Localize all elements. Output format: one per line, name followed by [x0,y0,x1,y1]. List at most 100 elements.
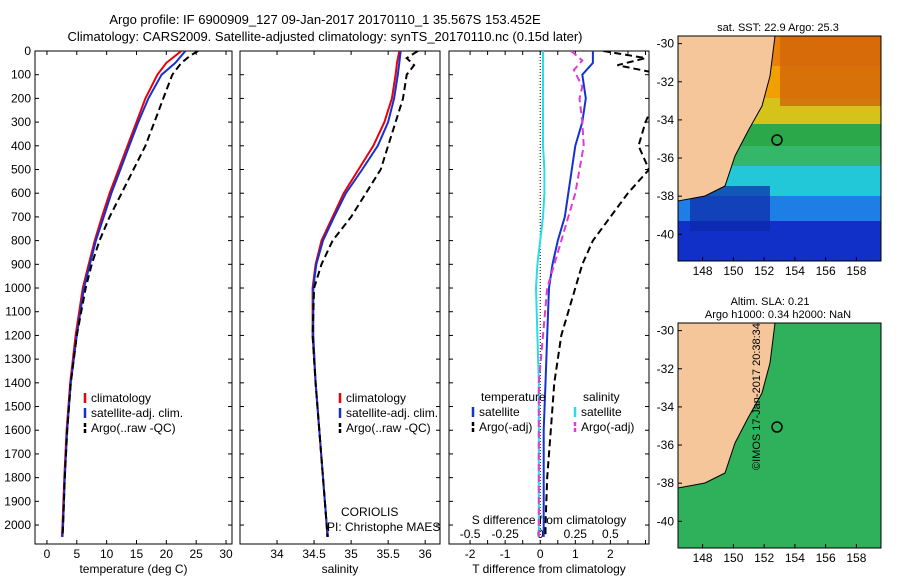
depth-tick-label: 0 [24,44,31,58]
depth-tick-label: 1000 [4,281,31,295]
depth-tick-label: 1900 [4,494,31,508]
series-line-temperature [61,51,199,537]
map-y-tick-label: -32 [657,75,675,89]
depth-tick-label: 1200 [4,328,31,342]
series-line-temperature [61,51,187,537]
x-tick-label: 0 [537,547,544,561]
depth-tick-label: 1700 [4,447,31,461]
x-tick-label: 34 [270,547,284,561]
s-tick-label: 0.25 [564,527,588,541]
map-x-tick-label: 158 [846,551,866,565]
map-frame [677,35,882,262]
x-tick-label: 34.5 [302,547,326,561]
map-x-tick-label: 148 [693,264,713,278]
x-axis-label: temperature (deg C) [79,562,187,576]
map-title: Argo h1000: 0.34 h2000: NaN [705,309,851,321]
series-line-salinity [312,51,402,538]
x-axis-label: T difference from climatology [472,562,626,576]
depth-tick-label: 1300 [4,352,31,366]
difference-legend-title: temperature [481,390,546,404]
x-tick-label: 25 [190,547,204,561]
series-line-difference [544,51,649,537]
s-tick-label: 0 [537,527,544,541]
series-line-difference [542,51,594,537]
depth-tick-label: 1100 [5,305,31,319]
x-tick-label: 35.5 [376,547,400,561]
sla-map [677,322,882,549]
difference-temp-legend-label: satellite [479,405,520,419]
temperature-legend-label: climatology [91,391,151,405]
map-y-tick-label: -30 [657,324,675,338]
map-y-tick-label: -36 [657,151,675,165]
s-tick-label: -0.25 [491,527,519,541]
map-x-tick-label: 148 [693,551,713,565]
map-y-tick-label: -40 [657,514,675,528]
x-tick-label: 15 [130,547,144,561]
land-mass [678,323,776,489]
x-tick-label: 2 [607,547,614,561]
x-tick-label: 5 [73,547,80,561]
depth-tick-label: 200 [11,91,31,105]
depth-tick-label: 700 [11,210,31,224]
depth-tick-label: 1800 [4,471,31,485]
depth-tick-label: 600 [11,186,31,200]
data-center-text: CORIOLIS [341,505,398,519]
difference-sal-legend-label: Argo(-adj) [581,420,634,434]
map-y-tick-label: -30 [657,37,675,51]
imos-timestamp: ©IMOS 17-Jan-2017 20:38:34 [751,323,764,470]
x-tick-label: 36 [419,547,433,561]
sst-map [677,35,882,262]
map-x-tick-label: 152 [754,264,774,278]
x-axis-label: salinity [322,562,359,576]
depth-tick-label: 500 [11,163,31,177]
panel-frame-difference [448,50,650,545]
x-tick-label: -2 [465,547,476,561]
map-x-tick-label: 154 [785,551,805,565]
map-title: Altim. SLA: 0.21 [731,296,810,308]
difference-sal-legend-label: satellite [581,405,622,419]
depth-tick-label: 300 [11,115,31,129]
map-x-tick-label: 150 [723,551,743,565]
map-x-tick-label: 156 [816,551,836,565]
salinity-legend-label: satellite-adj. clim. [346,406,438,420]
map-x-tick-label: 152 [754,551,774,565]
map-title: sat. SST: 22.9 Argo: 25.3 [717,22,839,34]
depth-tick-label: 400 [11,139,31,153]
depth-tick-label: 2000 [4,518,31,532]
x-tick-label: 10 [100,547,114,561]
climatology-subtitle: Climatology: CARS2009. Satellite-adjuste… [67,29,583,44]
depth-tick-label: 900 [11,257,31,271]
argo-float-marker [771,421,783,433]
x-tick-label: 30 [219,547,233,561]
s-tick-label: 0.5 [602,527,619,541]
map-y-tick-label: -40 [657,227,675,241]
pi-text: PI: Christophe MAES [327,520,440,534]
map-y-tick-label: -34 [657,400,675,414]
panel-frame-temperature [34,50,233,545]
x-tick-label: 0 [44,547,51,561]
profile-title: Argo profile: IF 6900909_127 09-Jan-2017… [109,12,541,27]
series-line-difference [537,51,585,537]
x-tick-label: 35 [344,547,358,561]
map-y-tick-label: -38 [657,189,675,203]
panel-frame-salinity [239,50,441,545]
x-tick-label: -1 [500,547,511,561]
map-x-tick-label: 158 [846,264,866,278]
map-y-tick-label: -38 [657,476,675,490]
argo-float-marker [771,134,783,146]
map-frame [677,322,882,549]
series-line-temperature [60,51,182,537]
x-tick-label: 1 [572,547,579,561]
x-tick-label: 20 [160,547,174,561]
depth-tick-label: 100 [11,68,31,82]
salinity-axis-label: S difference from climatology [472,513,627,527]
depth-tick-label: 1500 [4,400,31,414]
map-y-tick-label: -36 [657,438,675,452]
depth-tick-label: 1600 [4,423,31,437]
temperature-legend-label: Argo(..raw -QC) [91,421,176,435]
series-line-salinity [311,51,419,537]
land-mass [678,36,776,202]
depth-tick-label: 1400 [4,376,31,390]
map-x-tick-label: 154 [785,264,805,278]
